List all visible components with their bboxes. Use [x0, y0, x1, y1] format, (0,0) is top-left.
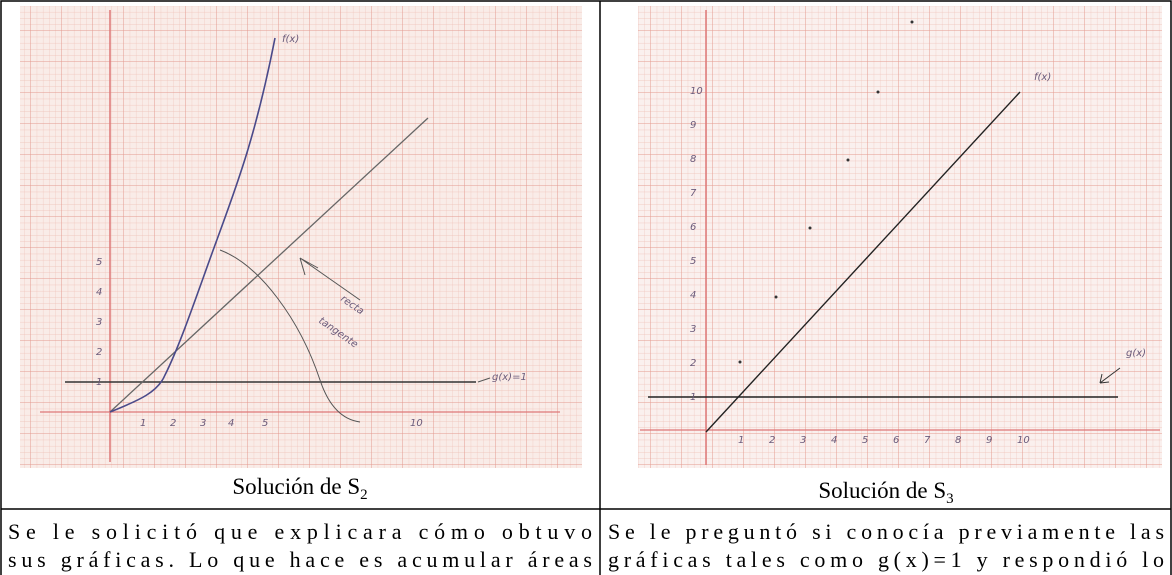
tick-label: 9: [986, 435, 992, 446]
tick-label: 5: [862, 435, 868, 446]
tick-label: 4: [831, 435, 837, 446]
line-label: f(x): [1034, 72, 1051, 83]
tick-label: 2: [170, 418, 176, 429]
tick-label: 5: [690, 256, 696, 267]
tick-label: 1: [96, 377, 102, 388]
caption-text: Solución de S: [232, 474, 360, 499]
caption-sub: 2: [360, 487, 368, 503]
tick-labels: 1 2 3 4 5 10 1 2 3 4 5 1 2 3 4 5 6 7 8 9 10 1 2 3 4 5 6 7 8 9 10: [96, 86, 1030, 446]
tick-label: 10: [690, 86, 703, 97]
paragraph-line: Se le solicitó que explicara cómo obtuvo: [8, 519, 592, 544]
line-label: g(x)=1: [492, 372, 527, 383]
curve-label: f(x): [282, 34, 299, 45]
left-graph: [20, 6, 582, 468]
tick-label: 1: [140, 418, 146, 429]
tick-label: 3: [200, 418, 206, 429]
tick-label: 2: [690, 358, 696, 369]
tick-label: 7: [690, 188, 697, 199]
tick-label: 1: [738, 435, 744, 446]
tick-label: 3: [800, 435, 806, 446]
tick-label: 3: [96, 317, 102, 328]
tick-label: 9: [690, 120, 696, 131]
paragraph-line: sus gráficas. Lo que hace es acumular ár…: [8, 547, 592, 572]
caption-text: Solución de S: [818, 478, 946, 503]
tick-label: 10: [1017, 435, 1030, 446]
tick-label: 3: [690, 324, 696, 335]
tick-label: 4: [96, 287, 102, 298]
tick-label: 1: [690, 392, 696, 403]
paragraph-line: gráficas tales como g(x)=1 y respondió l…: [608, 547, 1164, 572]
tick-label: 10: [410, 418, 423, 429]
tick-label: 5: [96, 257, 102, 268]
caption-sub: 3: [946, 491, 954, 507]
tick-label: 6: [690, 222, 696, 233]
tick-label: 2: [769, 435, 775, 446]
right-graph: [638, 6, 1162, 468]
paragraph-line: Se le preguntó si conocía previamente la…: [608, 519, 1164, 544]
left-caption: Solución de S2: [232, 474, 367, 503]
tick-label: 4: [690, 290, 696, 301]
tick-label: 8: [690, 154, 696, 165]
tick-label: 6: [893, 435, 899, 446]
tick-label: 5: [262, 418, 268, 429]
right-caption: Solución de S3: [818, 478, 953, 507]
const-label: g(x): [1126, 348, 1146, 359]
tick-label: 4: [228, 418, 234, 429]
tick-label: 8: [955, 435, 961, 446]
tick-label: 7: [924, 435, 931, 446]
tick-label: 2: [96, 347, 102, 358]
